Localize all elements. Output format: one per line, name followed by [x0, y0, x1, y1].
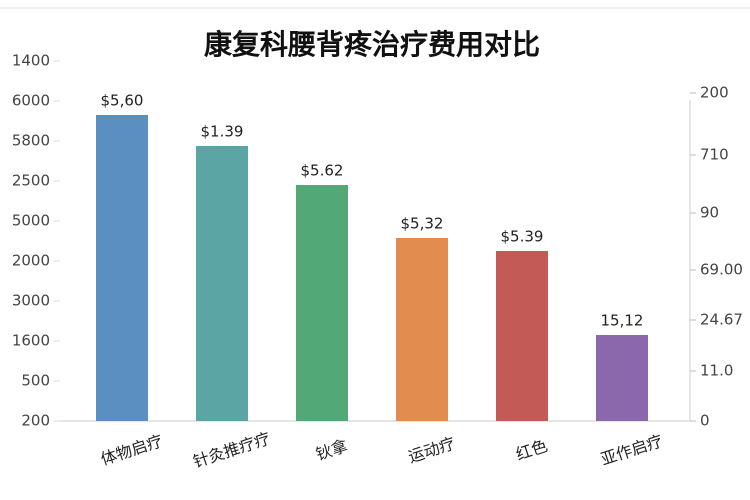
y-tick-label: 1600	[12, 332, 50, 350]
bar	[596, 335, 648, 421]
bar	[396, 238, 448, 421]
y-tick-label: 6000	[12, 92, 50, 110]
bar-annotation: $5,60	[101, 92, 144, 110]
y2-tick-label: 69.00	[700, 261, 743, 279]
y2-tick-label: 200	[700, 84, 729, 102]
y2-tick-label: 90	[700, 204, 719, 222]
y-tick-label: 2000	[12, 252, 50, 270]
y-tick-label: 5800	[12, 132, 50, 150]
y-tick-label: 5000	[12, 212, 50, 230]
bar-annotation: $1.39	[201, 123, 244, 141]
chart-title: 康复科腰背疼治疗费用对比	[204, 28, 540, 61]
y2-tick-label: 0	[700, 412, 710, 430]
y-tick-label: 500	[21, 372, 50, 390]
y-tick-label: 2500	[12, 172, 50, 190]
y2-tick-label: 11.0	[700, 362, 733, 380]
bar-annotation: $5,32	[401, 215, 444, 233]
y-tick-label: 1400	[12, 52, 50, 70]
y-tick-label: 200	[21, 412, 50, 430]
y-tick-label: 3000	[12, 292, 50, 310]
bar-annotation: $5.39	[501, 228, 544, 246]
bar	[496, 251, 548, 421]
bar	[196, 146, 248, 421]
bar	[96, 115, 148, 421]
bar-annotation: 15,12	[601, 312, 644, 330]
y2-tick-label: 24.67	[700, 311, 743, 329]
bar	[296, 185, 348, 421]
bar-annotation: $5.62	[301, 162, 344, 180]
y2-tick-label: 710	[700, 146, 729, 164]
